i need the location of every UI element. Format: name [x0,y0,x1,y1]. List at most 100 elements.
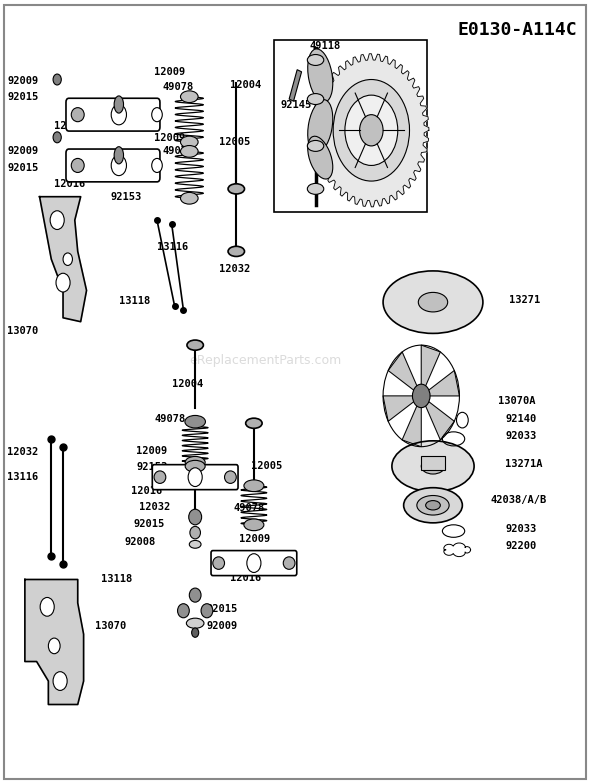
Ellipse shape [308,49,333,103]
Ellipse shape [189,588,201,602]
Text: 12009: 12009 [154,133,185,143]
Ellipse shape [185,416,205,428]
Ellipse shape [245,418,262,428]
Ellipse shape [283,557,295,569]
Text: 12032: 12032 [7,447,38,457]
Text: 49078: 49078 [163,82,194,93]
Text: eReplacementParts.com: eReplacementParts.com [189,354,342,367]
Ellipse shape [417,495,449,515]
Text: 92033: 92033 [505,524,536,534]
Ellipse shape [307,183,324,194]
Text: 13116: 13116 [157,242,188,252]
Text: 92008: 92008 [124,537,156,547]
Text: 12032: 12032 [219,263,250,274]
Polygon shape [314,54,429,207]
Text: 13070: 13070 [7,326,38,336]
Ellipse shape [181,91,198,103]
Ellipse shape [228,246,244,256]
Text: E0130-A114C: E0130-A114C [457,21,577,39]
Text: 13118: 13118 [119,296,150,306]
Text: 92145: 92145 [280,100,312,110]
Ellipse shape [181,146,198,158]
Circle shape [152,107,162,122]
Ellipse shape [189,540,201,548]
Text: 12011: 12011 [239,550,270,561]
Text: 12009: 12009 [136,446,168,456]
Ellipse shape [114,96,123,113]
Ellipse shape [190,526,201,539]
Text: 12005: 12005 [219,137,250,147]
Ellipse shape [186,618,204,628]
Text: 12016: 12016 [54,122,86,132]
Text: 49078: 49078 [154,414,185,423]
Circle shape [48,638,60,654]
Circle shape [457,412,468,428]
Text: 13116: 13116 [7,472,38,482]
Bar [289,70,301,101]
Text: 92015: 92015 [7,93,38,103]
Text: 13271A: 13271A [505,459,543,469]
Text: 42038/A/B: 42038/A/B [490,495,547,505]
Ellipse shape [418,292,448,312]
Circle shape [188,468,202,487]
Text: 12009: 12009 [239,534,270,544]
Circle shape [53,672,67,691]
Text: 13271: 13271 [509,295,540,305]
Circle shape [63,253,73,266]
Ellipse shape [421,459,445,474]
Ellipse shape [189,509,202,524]
Circle shape [192,628,199,637]
Ellipse shape [185,456,205,468]
Ellipse shape [178,604,189,618]
Ellipse shape [71,107,84,122]
Circle shape [359,114,383,146]
Text: 92153: 92153 [110,193,141,202]
Circle shape [50,211,64,230]
Ellipse shape [308,100,333,153]
Text: 92009: 92009 [7,76,38,86]
Ellipse shape [383,271,483,333]
Ellipse shape [71,158,84,172]
Polygon shape [388,352,421,396]
Ellipse shape [392,441,474,492]
Polygon shape [25,579,84,705]
Text: 92009: 92009 [7,147,38,156]
Text: 49078: 49078 [233,503,264,513]
Text: 12011: 12011 [124,104,156,114]
Ellipse shape [244,519,264,531]
Polygon shape [421,345,440,396]
Text: 12004: 12004 [231,80,261,90]
Circle shape [111,155,126,176]
Circle shape [247,554,261,572]
Text: 92200: 92200 [505,541,536,551]
Ellipse shape [181,192,198,204]
Text: 12004: 12004 [172,379,203,389]
Ellipse shape [244,480,264,492]
Circle shape [53,132,61,143]
Text: 92015: 92015 [7,163,38,172]
Circle shape [345,95,398,165]
Polygon shape [421,371,460,396]
Circle shape [40,597,54,616]
Text: 12032: 12032 [139,502,171,512]
Text: 12016: 12016 [231,573,261,583]
FancyBboxPatch shape [152,465,238,490]
Ellipse shape [308,136,333,179]
Text: 92140: 92140 [505,414,536,423]
Ellipse shape [225,471,236,484]
Ellipse shape [154,471,166,484]
Text: 12009: 12009 [154,67,185,77]
Text: 13070: 13070 [96,622,127,631]
Circle shape [333,79,409,181]
Text: 12005: 12005 [251,461,282,471]
Ellipse shape [181,136,198,148]
Text: 13118: 13118 [101,574,133,584]
Text: 49118: 49118 [310,41,341,51]
FancyBboxPatch shape [421,456,445,470]
Text: 92009: 92009 [207,621,238,630]
Text: 92153: 92153 [136,462,168,472]
Ellipse shape [307,140,324,151]
Circle shape [53,74,61,85]
FancyBboxPatch shape [66,149,160,182]
Ellipse shape [187,340,204,350]
